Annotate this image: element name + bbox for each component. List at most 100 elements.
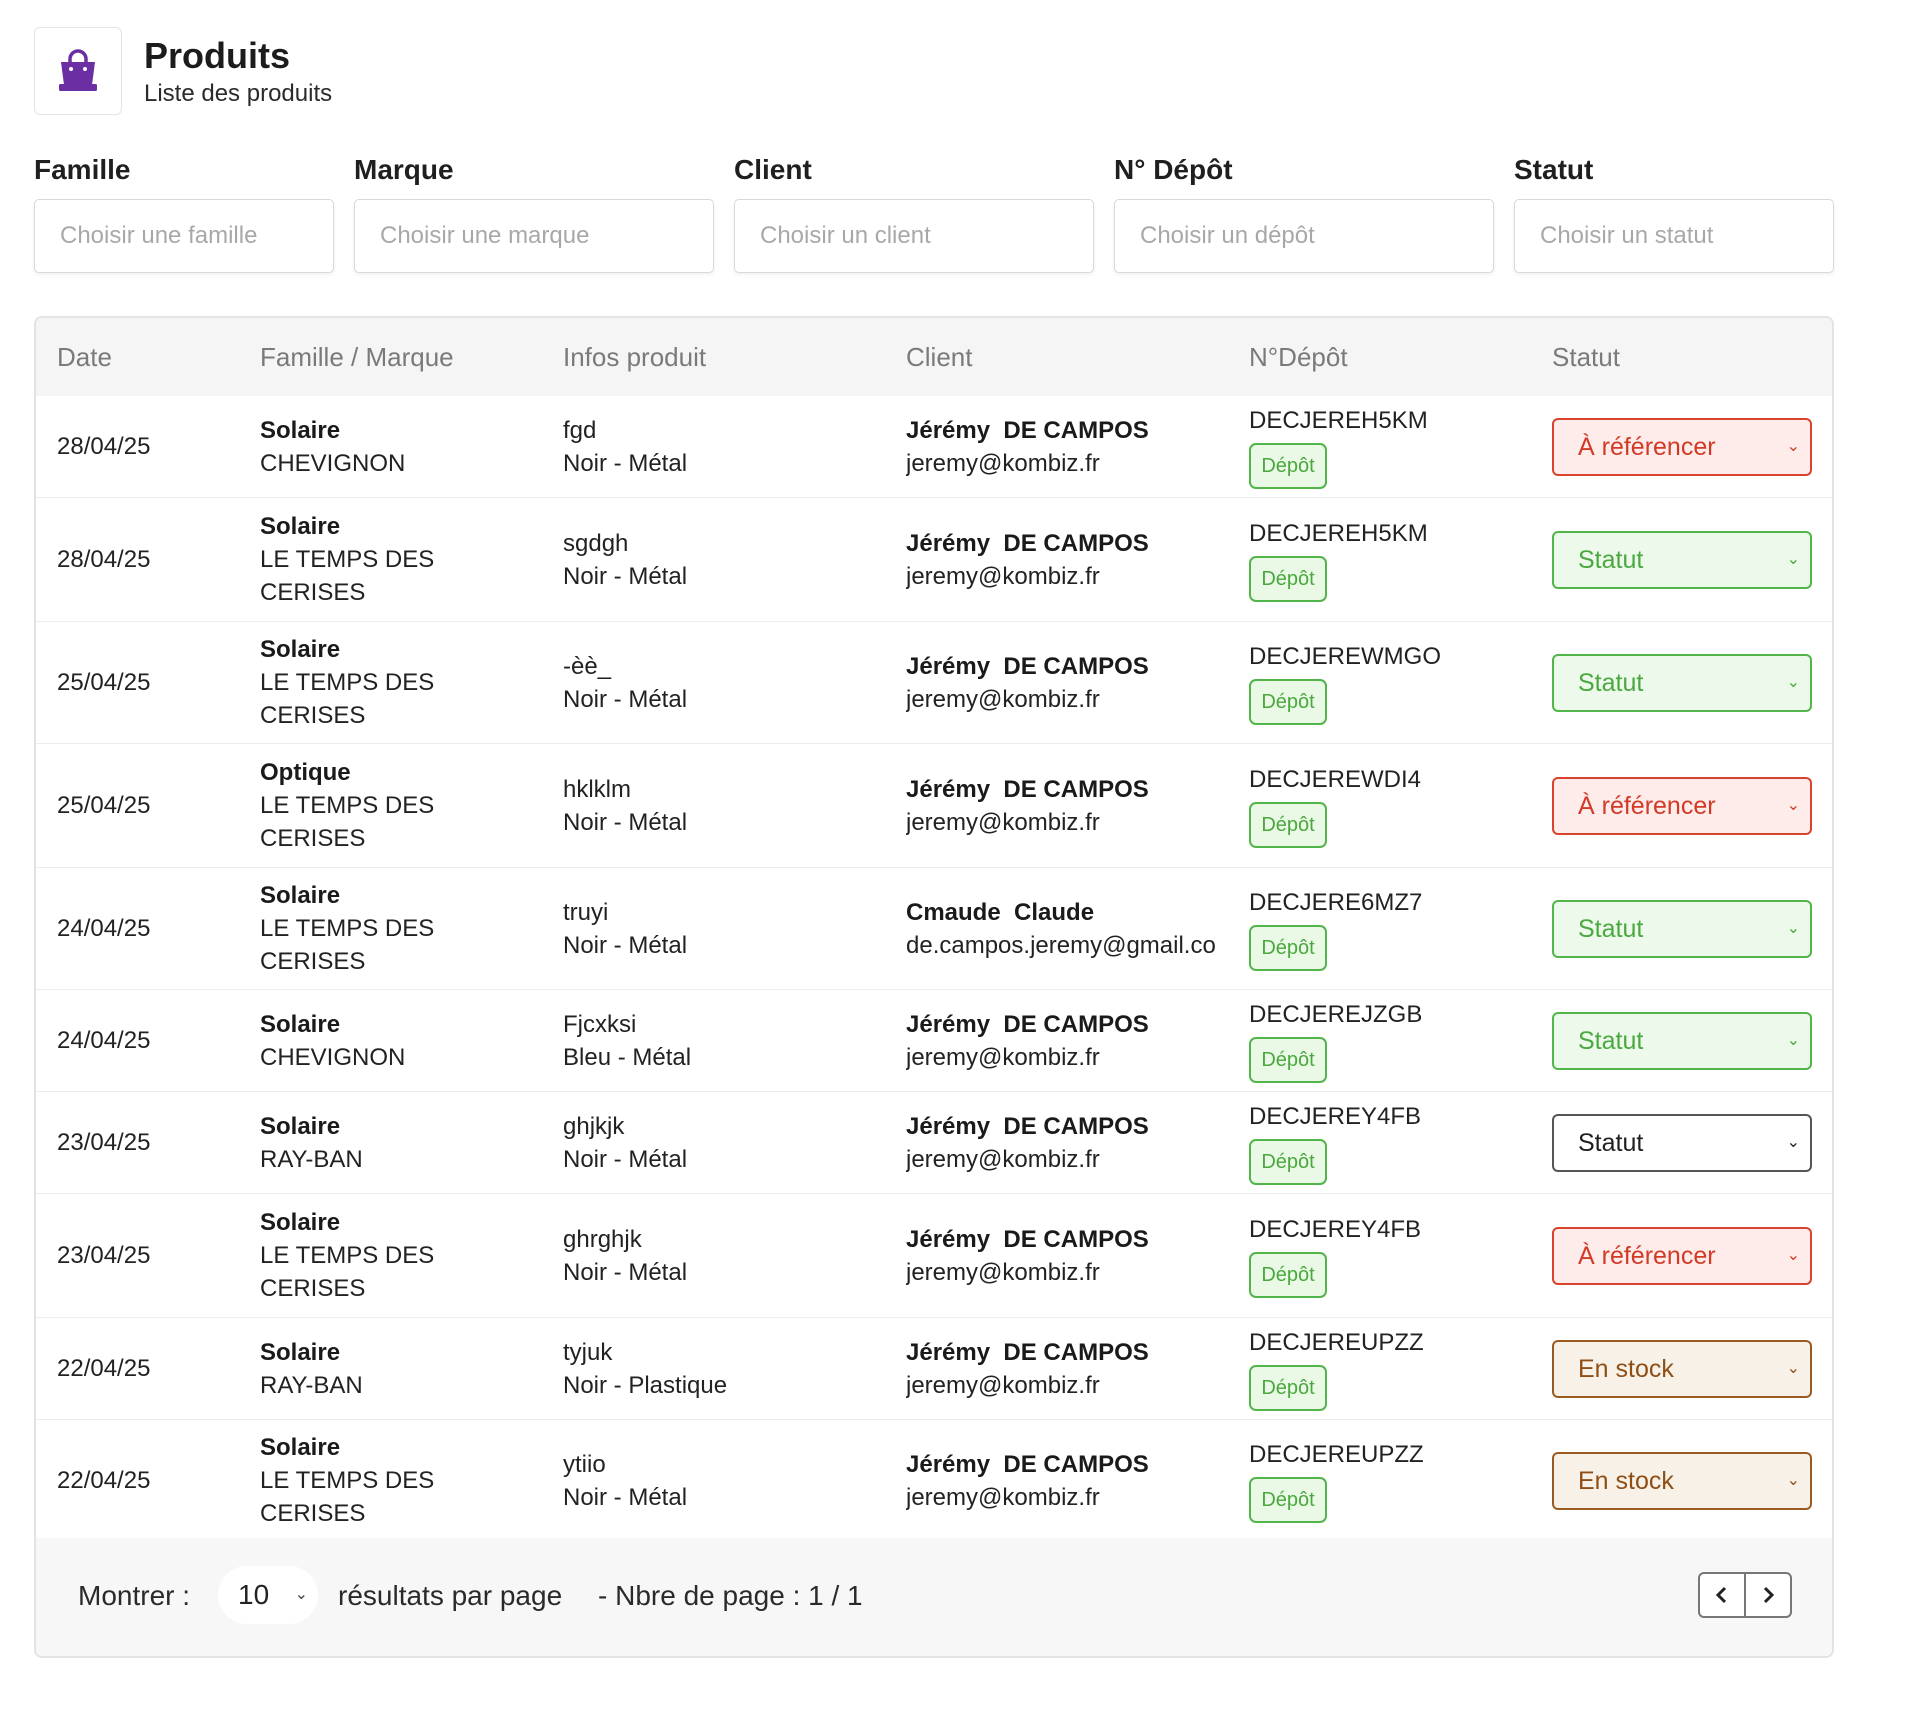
status-value: Statut [1578,545,1644,574]
column-header-date[interactable]: Date [57,342,112,372]
client-email: jeremy@kombiz.fr [906,1043,1100,1071]
marque-text: LE TEMPS DES CERISES [260,1467,435,1527]
cell-depot: DECJEREY4FB Dépôt [1249,1092,1539,1193]
depot-badge[interactable]: Dépôt [1249,1477,1327,1523]
depot-number: DECJEREY4FB [1249,1216,1422,1243]
per-page-label: résultats par page [338,1580,563,1611]
chevron-down-icon: ⌄ [1786,1246,1800,1264]
table-row[interactable]: 22/04/25 Solaire LE TEMPS DES CERISES ytiio… [36,1420,1832,1542]
prev-page-button[interactable] [1700,1574,1744,1616]
cell-date: 23/04/25 [57,1092,247,1193]
produit-text: Fjcxksi [563,1010,637,1038]
depot-badge[interactable]: Dépôt [1249,802,1327,848]
cell-famille-marque: Optique LE TEMPS DES CERISES [260,744,550,867]
cell-client: Jérémy DE CAMPOS jeremy@kombiz.fr [906,744,1241,867]
cell-date: 22/04/25 [57,1420,247,1541]
status-select[interactable]: Statut ⌄ [1552,530,1812,589]
show-label: Montrer : [78,1580,191,1611]
depot-badge[interactable]: Dépôt [1249,1252,1327,1298]
marque-text: RAY-BAN [260,1371,363,1399]
status-select[interactable]: À référencer ⌄ [1552,776,1812,835]
chevron-down-icon: ⌄ [1786,437,1800,455]
client-select-input[interactable]: Choisir un client [734,199,1094,273]
table-row[interactable]: 22/04/25 Solaire RAY-BAN tyjuk Noir - Plasti… [36,1318,1832,1420]
table-row[interactable]: 28/04/25 Solaire CHEVIGNON fgd Noir - Métal J… [36,396,1832,498]
cell-infos-produit: fgd Noir - Métal [563,396,893,497]
statut-select-input[interactable]: Choisir un statut [1514,199,1834,273]
depot-badge[interactable]: Dépôt [1249,443,1327,489]
next-page-button[interactable] [1744,1574,1790,1616]
depot-select-input[interactable]: Choisir un dépôt [1114,199,1494,273]
cell-statut: En stock ⌄ [1552,1420,1822,1541]
status-select[interactable]: En stock ⌄ [1552,1451,1812,1510]
client-email: jeremy@kombiz.fr [906,685,1100,713]
column-header-statut[interactable]: Statut [1552,342,1620,372]
client-email: jeremy@kombiz.fr [906,1145,1100,1173]
status-select[interactable]: Statut ⌄ [1552,1113,1812,1172]
table-row[interactable]: 24/04/25 Solaire LE TEMPS DES CERISES truyi… [36,868,1832,990]
depot-badge[interactable]: Dépôt [1249,1139,1327,1185]
produit-text: fgd [563,416,597,444]
date-text: 22/04/25 [57,1467,151,1494]
depot-badge[interactable]: Dépôt [1249,679,1327,725]
famille-text: Solaire [260,882,341,909]
famille-select-input[interactable]: Choisir une famille [34,199,334,273]
cell-statut: À référencer ⌄ [1552,396,1822,497]
date-text: 23/04/25 [57,1242,151,1269]
depot-badge[interactable]: Dépôt [1249,1037,1327,1083]
filter-client: Client Choisir un client [734,152,1094,273]
produit-text: ghjkjk [563,1112,625,1140]
table-row[interactable]: 28/04/25 Solaire LE TEMPS DES CERISES sgdgh… [36,498,1832,622]
date-text: 25/04/25 [57,669,151,696]
marque-text: LE TEMPS DES CERISES [260,915,435,975]
cell-statut: Statut ⌄ [1552,990,1822,1091]
table-row[interactable]: 25/04/25 Solaire LE TEMPS DES CERISES -èè_ N… [36,622,1832,744]
famille-text: Solaire [260,1112,341,1140]
depot-badge[interactable]: Dépôt [1249,1365,1327,1411]
column-header-client[interactable]: Client [906,342,973,372]
famille-text: Solaire [260,1338,341,1366]
depot-badge[interactable]: Dépôt [1249,925,1327,971]
client-name: Jérémy DE CAMPOS [906,1112,1149,1140]
cell-client: Jérémy DE CAMPOS jeremy@kombiz.fr [906,1420,1241,1541]
cell-depot: DECJERE6MZ7 Dépôt [1249,868,1539,989]
page-size-select[interactable]: 10 ⌄ [218,1566,318,1624]
cell-depot: DECJEREWDI4 Dépôt [1249,744,1539,867]
table-row[interactable]: 23/04/25 Solaire LE TEMPS DES CERISES ghrgh… [36,1194,1832,1318]
cell-client: Jérémy DE CAMPOS jeremy@kombiz.fr [906,990,1241,1091]
chevron-down-icon: ⌄ [1786,1133,1800,1151]
produit-text: sgdgh [563,529,629,557]
cell-depot: DECJEREY4FB Dépôt [1249,1194,1539,1317]
chevron-down-icon: ⌄ [294,1586,308,1603]
depot-badge[interactable]: Dépôt [1249,556,1327,602]
status-select[interactable]: Statut ⌄ [1552,653,1812,712]
filter-famille: Famille Choisir une famille [34,152,334,273]
details-text: Noir - Plastique [563,1371,728,1399]
depot-number: DECJEREH5KM [1249,407,1428,434]
status-select[interactable]: En stock ⌄ [1552,1339,1812,1398]
cell-famille-marque: Solaire LE TEMPS DES CERISES [260,498,550,621]
cell-infos-produit: tyjuk Noir - Plastique [563,1318,893,1419]
status-select[interactable]: Statut ⌄ [1552,899,1812,958]
chevron-right-icon [1763,1586,1775,1604]
produit-text: hklklm [563,775,632,803]
cell-famille-marque: Solaire CHEVIGNON [260,396,550,497]
status-select[interactable]: À référencer ⌄ [1552,417,1812,476]
marque-select-input[interactable]: Choisir une marque [354,199,714,273]
filter-statut-label: Statut [1514,154,1594,185]
table-body: 28/04/25 Solaire CHEVIGNON fgd Noir - Métal J… [36,396,1832,1542]
status-select[interactable]: À référencer ⌄ [1552,1226,1812,1285]
column-header-infos-produit[interactable]: Infos produit [563,342,707,372]
table-row[interactable]: 23/04/25 Solaire RAY-BAN ghjkjk Noir - Métal… [36,1092,1832,1194]
column-header-depot[interactable]: N°Dépôt [1249,342,1348,372]
filter-depot: N° Dépôt Choisir un dépôt [1114,152,1494,273]
column-header-famille-marque[interactable]: Famille / Marque [260,342,454,372]
table-row[interactable]: 25/04/25 Optique LE TEMPS DES CERISES hklkl… [36,744,1832,868]
filter-depot-label: N° Dépôt [1114,154,1233,185]
famille-text: Solaire [260,1209,341,1236]
cell-statut: Statut ⌄ [1552,868,1822,989]
cell-infos-produit: ghjkjk Noir - Métal [563,1092,893,1193]
details-text: Noir - Métal [563,562,688,590]
table-row[interactable]: 24/04/25 Solaire CHEVIGNON Fjcxksi Bleu - Mé… [36,990,1832,1092]
status-select[interactable]: Statut ⌄ [1552,1011,1812,1070]
